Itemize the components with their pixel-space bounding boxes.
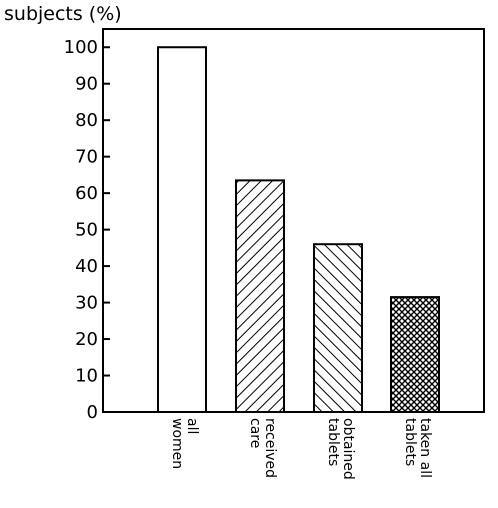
category-label-line: received (262, 418, 278, 478)
category-label-line: taken all (417, 418, 433, 478)
y-tick-label: 20 (75, 329, 98, 350)
y-axis-label: subjects (%) (4, 3, 122, 25)
bar (313, 243, 363, 413)
bar (157, 46, 207, 413)
y-tick-label: 100 (64, 37, 98, 58)
y-tick-label: 70 (75, 147, 98, 168)
y-tick-label: 50 (75, 220, 98, 241)
y-tick-label: 60 (75, 183, 98, 204)
category-label-line: care (247, 418, 263, 448)
category-label-line: obtained (340, 418, 356, 480)
bar (235, 179, 285, 413)
category-label-line: all (184, 418, 200, 434)
category-label-line: women (169, 418, 185, 469)
category-label-line: tablets (402, 418, 418, 466)
y-tick-label: 30 (75, 293, 98, 314)
y-axis-ticks: 0 10 20 30 40 50 60 70 80 90 100 (64, 37, 110, 423)
y-tick-label: 90 (75, 74, 98, 95)
y-tick-label: 80 (75, 110, 98, 131)
bars (157, 46, 440, 414)
y-tick-label: 40 (75, 256, 98, 277)
category-label-line: tablets (325, 418, 341, 466)
y-tick-label: 10 (75, 366, 98, 387)
y-tick-label: 0 (87, 402, 98, 423)
plot-frame (102, 28, 485, 413)
bar (390, 296, 440, 414)
